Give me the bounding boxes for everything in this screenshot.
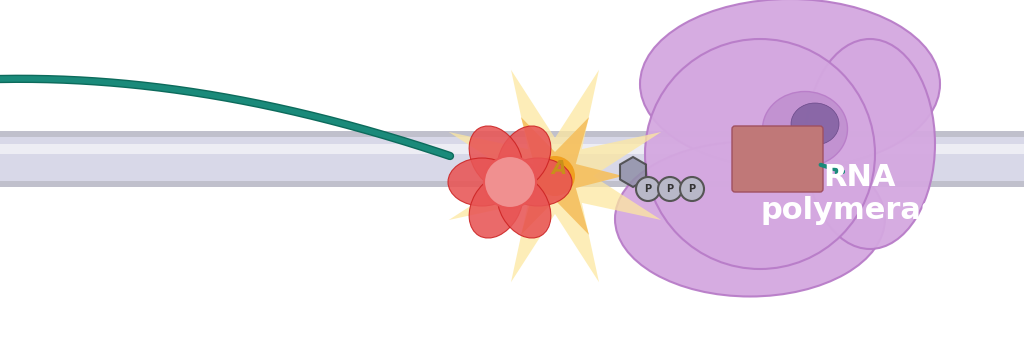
FancyBboxPatch shape <box>0 131 1024 187</box>
Text: P: P <box>667 184 674 194</box>
Text: P: P <box>688 184 695 194</box>
FancyBboxPatch shape <box>732 126 823 192</box>
Polygon shape <box>487 117 623 235</box>
Ellipse shape <box>615 141 885 297</box>
Ellipse shape <box>449 158 516 206</box>
Ellipse shape <box>645 39 874 269</box>
Ellipse shape <box>469 126 523 190</box>
Circle shape <box>484 156 536 208</box>
Ellipse shape <box>497 174 551 238</box>
Ellipse shape <box>763 92 848 166</box>
Polygon shape <box>620 157 646 187</box>
FancyBboxPatch shape <box>0 144 1024 154</box>
FancyBboxPatch shape <box>0 137 1024 181</box>
Ellipse shape <box>497 126 551 190</box>
Polygon shape <box>449 70 662 282</box>
Circle shape <box>535 156 575 196</box>
Ellipse shape <box>805 39 935 249</box>
Text: A: A <box>552 159 566 178</box>
Ellipse shape <box>640 0 940 169</box>
Ellipse shape <box>469 174 523 238</box>
FancyArrowPatch shape <box>820 165 843 173</box>
Text: P: P <box>644 184 651 194</box>
Circle shape <box>636 177 660 201</box>
Ellipse shape <box>504 158 572 206</box>
Circle shape <box>658 177 682 201</box>
Circle shape <box>680 177 705 201</box>
Ellipse shape <box>791 103 839 145</box>
Text: RNA
polymerase: RNA polymerase <box>760 163 959 225</box>
